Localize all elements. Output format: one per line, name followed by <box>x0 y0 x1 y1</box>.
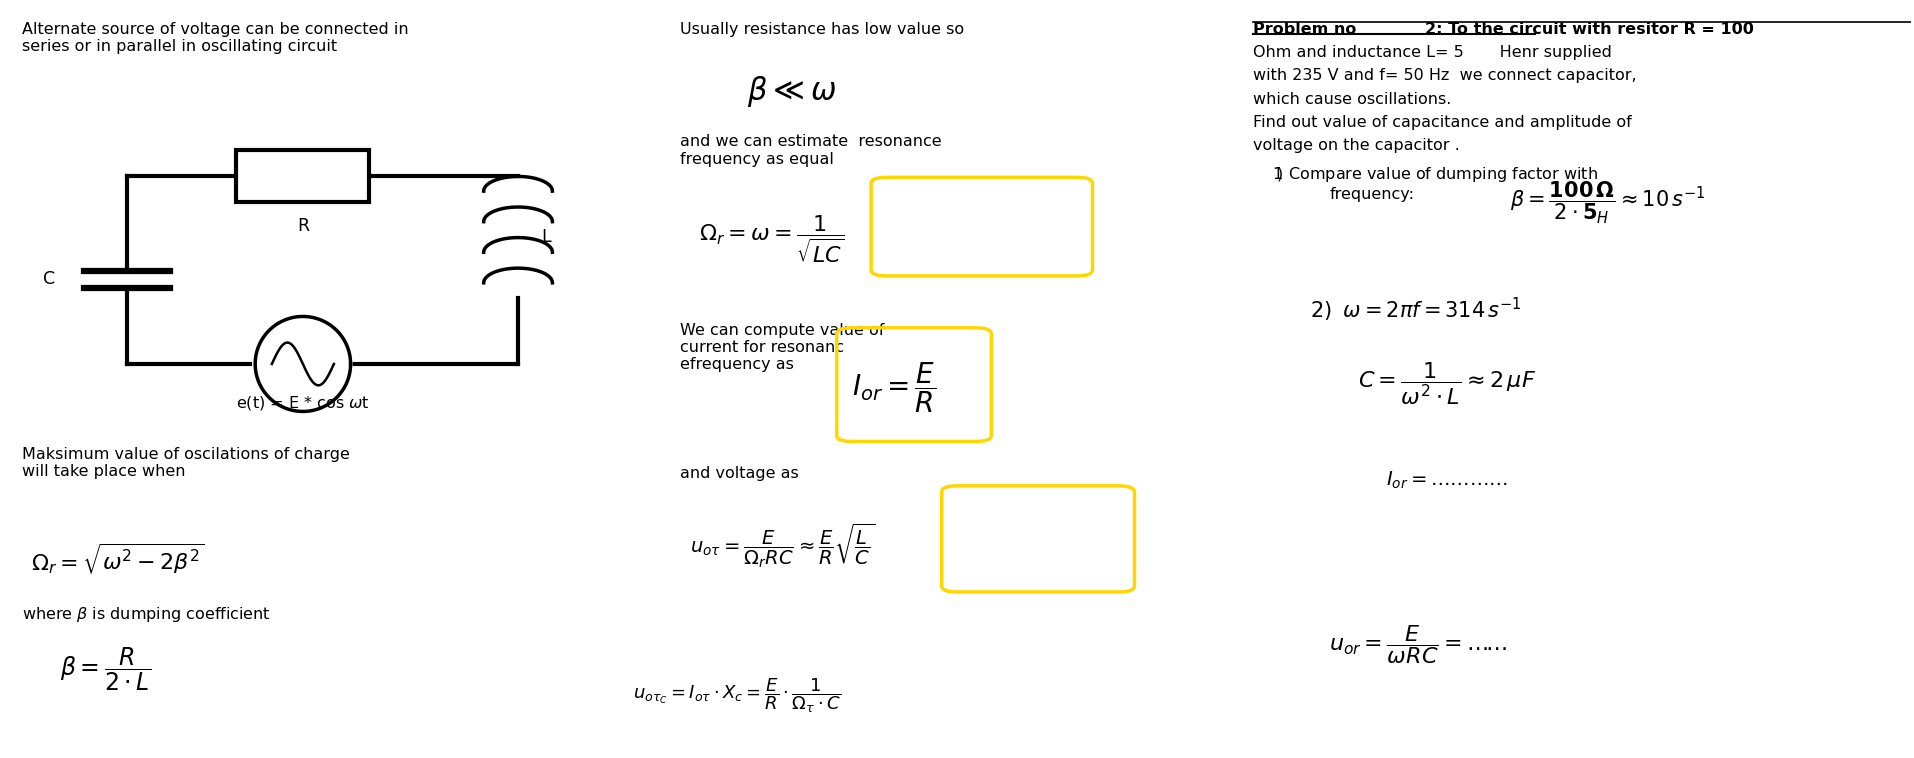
Text: Ohm and inductance L= 5       Henr supplied: Ohm and inductance L= 5 Henr supplied <box>1254 45 1612 60</box>
Text: $1\!\!$) Compare value of dumping factor with: $1\!\!$) Compare value of dumping factor… <box>1273 164 1598 183</box>
Text: and voltage as: and voltage as <box>679 465 798 481</box>
Text: $2)\;\; \omega = 2\pi f = 314\, s^{-1}$: $2)\;\; \omega = 2\pi f = 314\, s^{-1}$ <box>1309 296 1522 324</box>
Text: $C = \dfrac{1}{\omega^2 \cdot L} \approx 2\,\mu F$: $C = \dfrac{1}{\omega^2 \cdot L} \approx… <box>1357 360 1535 407</box>
Text: We can compute value of
current for resonanc
efrequency as: We can compute value of current for reso… <box>679 323 884 372</box>
Text: $\beta = \dfrac{R}{2 \cdot L}$: $\beta = \dfrac{R}{2 \cdot L}$ <box>59 646 151 694</box>
Text: and we can estimate  resonance
frequency as equal: and we can estimate resonance frequency … <box>679 134 942 167</box>
Text: $u_{o\tau} = \dfrac{E}{\Omega_r RC} \approx \dfrac{E}{R}\sqrt{\dfrac{L}{C}}$: $u_{o\tau} = \dfrac{E}{\Omega_r RC} \app… <box>689 522 875 571</box>
Text: $u_{o\tau_C} = I_{o\tau} \cdot X_c = \dfrac{E}{R} \cdot \dfrac{1}{\Omega_\tau \c: $u_{o\tau_C} = I_{o\tau} \cdot X_c = \df… <box>632 676 840 715</box>
Text: $I_{or} = \dfrac{E}{R}$: $I_{or} = \dfrac{E}{R}$ <box>852 360 936 415</box>
Text: C: C <box>44 271 56 288</box>
Text: $\Omega_r = \omega = \dfrac{1}{\sqrt{LC}}$: $\Omega_r = \omega = \dfrac{1}{\sqrt{LC}… <box>699 214 846 265</box>
Text: $\Omega_r = \sqrt{\omega^2 - 2\beta^2}$: $\Omega_r = \sqrt{\omega^2 - 2\beta^2}$ <box>31 540 205 575</box>
Text: 2: To the circuit with resitor R = 100: 2: To the circuit with resitor R = 100 <box>1424 21 1753 36</box>
Text: L: L <box>542 228 551 246</box>
Text: frequency:: frequency: <box>1328 187 1414 202</box>
Text: Usually resistance has low value so: Usually resistance has low value so <box>679 21 965 36</box>
Text: $I_{or} = \ldots\ldots\ldots\ldots$: $I_{or} = \ldots\ldots\ldots\ldots$ <box>1386 469 1508 490</box>
Text: voltage on the capacitor .: voltage on the capacitor . <box>1254 138 1460 153</box>
Text: Maksimum value of oscilations of charge
will take place when: Maksimum value of oscilations of charge … <box>21 446 350 479</box>
Text: Problem no: Problem no <box>1254 21 1361 36</box>
Text: $u_{or} = \dfrac{E}{\omega RC} = \ldots\!\ldots$: $u_{or} = \dfrac{E}{\omega RC} = \ldots\… <box>1328 624 1506 666</box>
Text: which cause oscillations.: which cause oscillations. <box>1254 92 1451 107</box>
Bar <box>235 149 369 202</box>
Text: $\beta = \dfrac{\mathbf{100\,\Omega}}{2 \cdot \mathbf{5}_H} \approx 10\,s^{-1}$: $\beta = \dfrac{\mathbf{100\,\Omega}}{2 … <box>1510 180 1705 226</box>
Text: Alternate source of voltage can be connected in
series or in parallel in oscilla: Alternate source of voltage can be conne… <box>21 21 408 54</box>
Text: Find out value of capacitance and amplitude of: Find out value of capacitance and amplit… <box>1254 115 1631 130</box>
Text: with 235 V and f= 50 Hz  we connect capacitor,: with 235 V and f= 50 Hz we connect capac… <box>1254 68 1636 83</box>
Text: R: R <box>297 218 308 235</box>
Text: $\beta \ll \omega$: $\beta \ll \omega$ <box>746 74 836 109</box>
Text: where $\beta$ is dumping coefficient: where $\beta$ is dumping coefficient <box>21 605 270 624</box>
Text: e(t) = E * cos $\omega$t: e(t) = E * cos $\omega$t <box>235 394 369 412</box>
